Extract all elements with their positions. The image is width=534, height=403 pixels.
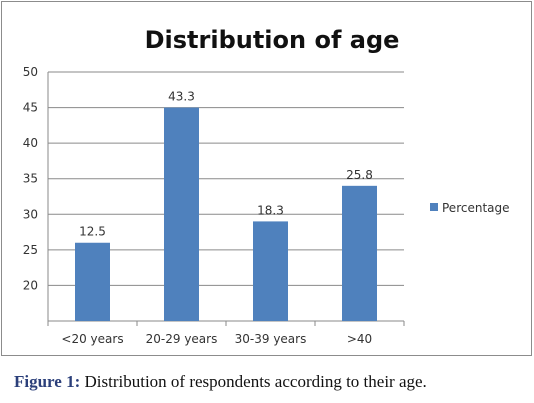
- bar-chart: Distribution of age 20 25 30 35 40 45 50 <20 ye…: [23, 26, 510, 346]
- legend-swatch: [430, 203, 438, 211]
- x-tick-label-3: >40: [347, 332, 372, 346]
- caption-text: Distribution of respondents according to…: [80, 372, 427, 391]
- caption-label: Figure 1:: [14, 372, 81, 391]
- x-tick-label-2: 30-39 years: [235, 332, 307, 346]
- bar-2: [253, 221, 288, 321]
- data-label-3: 25.8: [346, 168, 373, 182]
- chart-title: Distribution of age: [145, 26, 400, 54]
- data-labels: 12.5 43.3 18.3 25.8: [79, 90, 373, 239]
- y-tick-label: 50: [23, 65, 38, 79]
- bars: [75, 107, 377, 321]
- y-tick-label: 30: [23, 207, 38, 221]
- figure-caption: Figure 1: Distribution of respondents ac…: [14, 372, 427, 392]
- bar-3: [342, 185, 377, 321]
- legend: Percentage: [430, 201, 510, 215]
- y-tick-label: 25: [23, 243, 38, 257]
- data-label-2: 18.3: [257, 203, 284, 217]
- bar-1: [164, 107, 199, 321]
- x-tick-label-1: 20-29 years: [146, 332, 218, 346]
- data-label-1: 43.3: [168, 90, 195, 104]
- y-tick-label: 40: [23, 136, 38, 150]
- bar-0: [75, 242, 110, 321]
- x-tick-label-0: <20 years: [61, 332, 123, 346]
- axes: 20 25 30 35 40 45 50 <20 years 20-29 years 30-39 …: [23, 65, 405, 346]
- y-tick-label: 20: [23, 278, 38, 292]
- y-tick-label: 35: [23, 172, 38, 186]
- y-tick-label: 45: [23, 101, 38, 115]
- legend-label-percentage: Percentage: [442, 201, 510, 215]
- data-label-0: 12.5: [79, 225, 106, 239]
